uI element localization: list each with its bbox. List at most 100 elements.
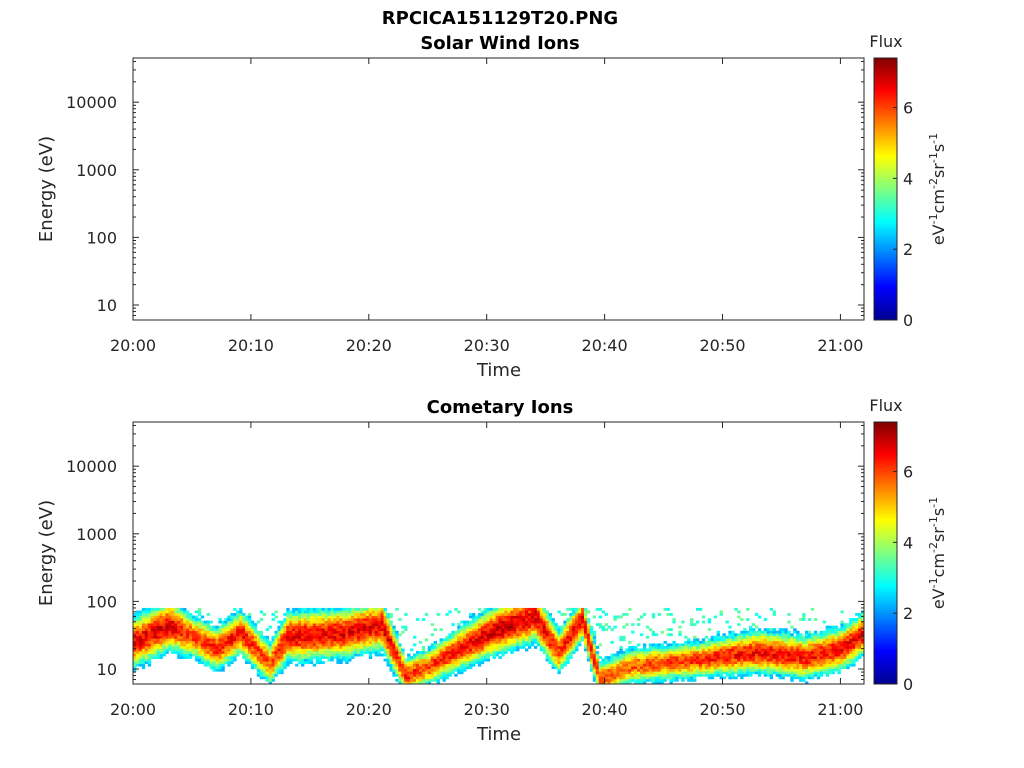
flux-cell — [678, 648, 682, 652]
flux-cell — [554, 635, 558, 639]
flux-cell — [725, 653, 729, 657]
flux-cell — [525, 648, 529, 652]
flux-cell — [268, 656, 272, 659]
flux-cell — [147, 648, 152, 652]
flux-cell — [250, 653, 255, 657]
flux-cell — [545, 633, 550, 637]
flux-cell — [135, 613, 140, 616]
flux-cell — [342, 658, 346, 662]
flux-cell — [295, 640, 299, 644]
flux-cell — [510, 620, 514, 624]
flux-cell — [622, 656, 626, 659]
flux-cell — [746, 633, 750, 637]
flux-cell — [383, 620, 387, 624]
flux-cell — [763, 658, 768, 662]
flux-cell — [345, 633, 349, 637]
flux-cell — [716, 656, 720, 659]
flux-cell — [477, 633, 482, 637]
flux-cell — [483, 658, 488, 662]
flux-cell — [822, 651, 827, 654]
flux-cell — [180, 607, 184, 611]
flux-cell — [289, 640, 293, 644]
flux-cell — [280, 658, 284, 662]
flux-cell — [527, 630, 532, 634]
flux-cell — [793, 640, 797, 644]
flux-cell — [189, 623, 193, 626]
flux-cell — [460, 635, 464, 639]
flux-cell — [631, 656, 635, 659]
flux-cell — [751, 666, 756, 670]
x-tick-label: 21:00 — [817, 336, 863, 355]
flux-cell — [619, 653, 623, 657]
flux-cell — [690, 666, 694, 670]
flux-cell — [392, 645, 396, 649]
flux-cell — [592, 633, 597, 637]
flux-cell — [557, 635, 561, 639]
flux-cell — [209, 663, 213, 667]
flux-cell — [772, 656, 776, 659]
flux-cell — [280, 666, 284, 670]
flux-cell — [757, 643, 762, 647]
flux-cell — [247, 618, 252, 621]
flux-cell — [681, 656, 685, 659]
flux-cell — [539, 628, 544, 632]
flux-cell — [138, 651, 143, 654]
flux-cell — [439, 645, 443, 649]
flux-cell — [395, 630, 399, 634]
flux-cell — [386, 628, 390, 632]
flux-cell — [348, 620, 352, 624]
flux-cell — [383, 633, 387, 637]
flux-cell — [147, 645, 152, 649]
flux-cell — [666, 628, 670, 632]
flux-cell — [203, 651, 208, 654]
flux-cell — [522, 610, 526, 614]
flux-cell — [734, 651, 738, 654]
flux-cell — [398, 653, 402, 657]
flux-cell — [772, 651, 776, 654]
flux-cell — [312, 645, 317, 649]
flux-cell — [206, 651, 211, 654]
flux-cell — [769, 643, 774, 647]
flux-cell — [144, 638, 149, 642]
flux-cell — [280, 630, 284, 634]
flux-cell — [218, 663, 222, 667]
flux-cell — [289, 635, 293, 639]
flux-cell — [165, 625, 169, 629]
flux-cell — [743, 663, 747, 667]
flux-cell — [144, 661, 149, 665]
flux-cell — [433, 668, 438, 672]
flux-cell — [203, 645, 208, 649]
flux-cell — [153, 625, 157, 629]
flux-cell — [439, 640, 443, 644]
flux-cell — [253, 625, 258, 629]
flux-cell — [542, 645, 547, 649]
flux-cell — [790, 668, 794, 672]
flux-cell — [707, 638, 712, 642]
flux-cell — [734, 607, 738, 611]
flux-cell — [392, 653, 396, 657]
flux-cell — [404, 663, 408, 667]
flux-cell — [186, 645, 190, 649]
flux-cell — [200, 645, 205, 649]
flux-cell — [513, 620, 517, 624]
flux-cell — [171, 620, 175, 624]
flux-cell — [539, 625, 544, 629]
flux-cell — [357, 610, 361, 614]
flux-cell — [849, 653, 853, 657]
flux-cell — [483, 640, 488, 644]
flux-cell — [852, 651, 856, 654]
flux-cell — [324, 625, 328, 629]
flux-cell — [595, 651, 600, 654]
flux-cell — [197, 653, 202, 657]
flux-cell — [687, 673, 691, 677]
flux-cell — [194, 633, 199, 637]
flux-cell — [828, 653, 832, 657]
flux-cell — [645, 625, 650, 629]
flux-cell — [398, 678, 402, 682]
flux-cell — [321, 630, 325, 634]
flux-cell — [495, 623, 499, 626]
flux-cell — [784, 648, 788, 652]
flux-cell — [840, 623, 844, 626]
flux-cell — [810, 635, 815, 639]
flux-cell — [133, 630, 137, 634]
